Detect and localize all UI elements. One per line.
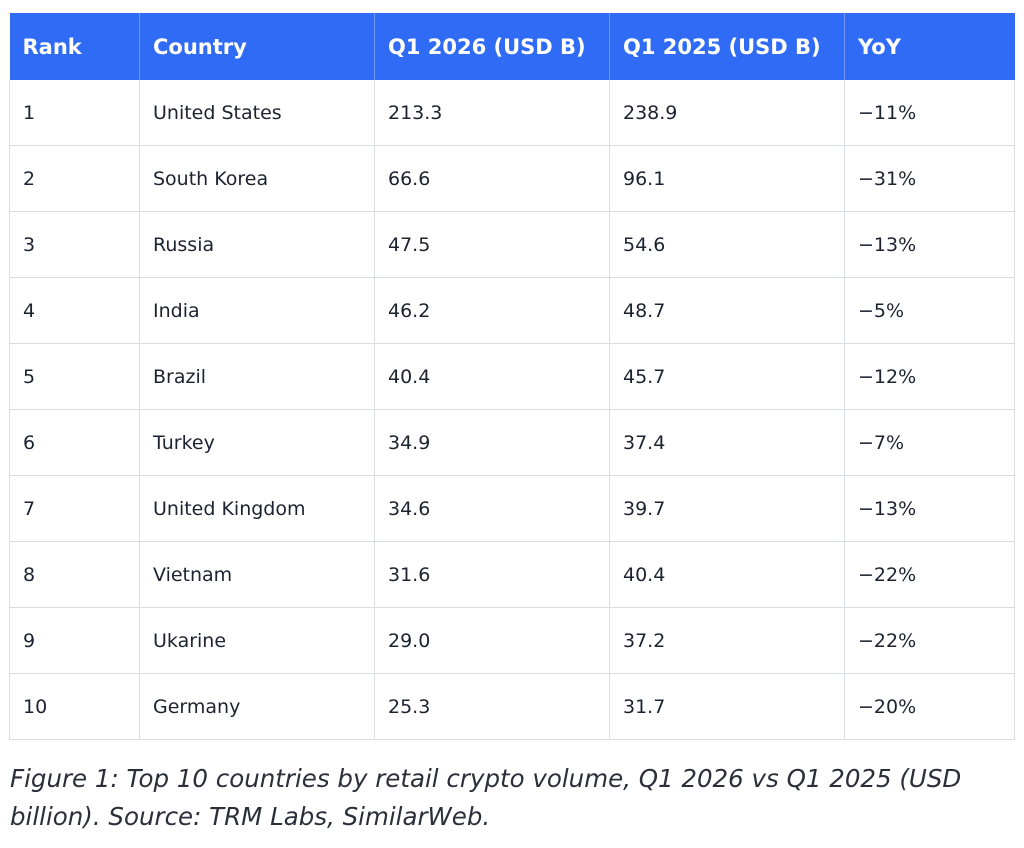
country-cell: South Korea (139, 145, 375, 212)
rank-cell: 3 (9, 211, 140, 278)
rank-cell: 2 (9, 145, 140, 212)
yoy-cell: −7% (844, 409, 1015, 476)
rank-cell: 5 (9, 343, 140, 410)
header-rank: Rank (9, 13, 140, 80)
q1-2025-value-cell: 238.9 (609, 80, 845, 146)
q1-2026-value-cell: 40.4 (374, 343, 610, 410)
q1-2025-value-cell: 31.7 (609, 673, 845, 740)
yoy-cell: −13% (844, 211, 1015, 278)
q1-2026-value-cell: 31.6 (374, 541, 610, 608)
table-row: 4 India 46.2 48.7 −5% (9, 277, 1015, 344)
yoy-cell: −31% (844, 145, 1015, 212)
q1-2026-value-cell: 34.6 (374, 475, 610, 542)
q1-2025-value-cell: 40.4 (609, 541, 845, 608)
data-table-container: Rank Country Q1 2026 (USD B) Q1 2025 (US… (9, 13, 1015, 740)
country-cell: United Kingdom (139, 475, 375, 542)
table-row: 2 South Korea 66.6 96.1 −31% (9, 145, 1015, 212)
q1-2025-value-cell: 54.6 (609, 211, 845, 278)
yoy-cell: −20% (844, 673, 1015, 740)
country-cell: Germany (139, 673, 375, 740)
yoy-cell: −13% (844, 475, 1015, 542)
q1-2025-value-cell: 48.7 (609, 277, 845, 344)
yoy-cell: −11% (844, 80, 1015, 146)
header-q1-2025: Q1 2025 (USD B) (609, 13, 845, 80)
country-cell: Russia (139, 211, 375, 278)
rank-cell: 10 (9, 673, 140, 740)
table-body: 1 United States 213.3 238.9 −11% 2 South Korea… (9, 80, 1015, 740)
table-row: 10 Germany 25.3 31.7 −20% (9, 673, 1015, 740)
retail-crypto-volume-table: Rank Country Q1 2026 (USD B) Q1 2025 (US… (9, 13, 1015, 740)
rank-cell: 1 (9, 80, 140, 146)
country-cell: India (139, 277, 375, 344)
q1-2026-value-cell: 213.3 (374, 80, 610, 146)
q1-2025-value-cell: 45.7 (609, 343, 845, 410)
country-cell: Brazil (139, 343, 375, 410)
rank-cell: 4 (9, 277, 140, 344)
header-country: Country (139, 13, 375, 80)
rank-cell: 8 (9, 541, 140, 608)
q1-2026-value-cell: 29.0 (374, 607, 610, 674)
q1-2026-value-cell: 66.6 (374, 145, 610, 212)
rank-cell: 9 (9, 607, 140, 674)
q1-2026-value-cell: 46.2 (374, 277, 610, 344)
header-yoy: YoY (844, 13, 1015, 80)
table-row: 8 Vietnam 31.6 40.4 −22% (9, 541, 1015, 608)
q1-2025-value-cell: 37.4 (609, 409, 845, 476)
yoy-cell: −22% (844, 541, 1015, 608)
q1-2025-value-cell: 96.1 (609, 145, 845, 212)
rank-cell: 7 (9, 475, 140, 542)
table-row: 3 Russia 47.5 54.6 −13% (9, 211, 1015, 278)
header-q1-2026: Q1 2026 (USD B) (374, 13, 610, 80)
table-row: 5 Brazil 40.4 45.7 −12% (9, 343, 1015, 410)
country-cell: Vietnam (139, 541, 375, 608)
yoy-cell: −22% (844, 607, 1015, 674)
q1-2026-value-cell: 34.9 (374, 409, 610, 476)
q1-2025-value-cell: 37.2 (609, 607, 845, 674)
rank-cell: 6 (9, 409, 140, 476)
table-row: 6 Turkey 34.9 37.4 −7% (9, 409, 1015, 476)
figure-caption: Figure 1: Top 10 countries by retail cry… (10, 764, 962, 831)
table-header-row: Rank Country Q1 2026 (USD B) Q1 2025 (US… (9, 13, 1015, 80)
country-cell: Ukarine (139, 607, 375, 674)
country-cell: Turkey (139, 409, 375, 476)
yoy-cell: −5% (844, 277, 1015, 344)
table-row: 1 United States 213.3 238.9 −11% (9, 80, 1015, 146)
q1-2025-value-cell: 39.7 (609, 475, 845, 542)
table-row: 9 Ukarine 29.0 37.2 −22% (9, 607, 1015, 674)
yoy-cell: −12% (844, 343, 1015, 410)
q1-2026-value-cell: 47.5 (374, 211, 610, 278)
table-row: 7 United Kingdom 34.6 39.7 −13% (9, 475, 1015, 542)
country-cell: United States (139, 80, 375, 146)
q1-2026-value-cell: 25.3 (374, 673, 610, 740)
